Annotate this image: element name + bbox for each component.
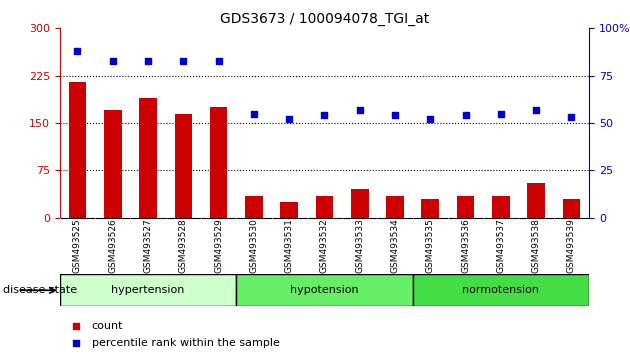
- Bar: [236, 274, 413, 306]
- Point: [390, 113, 400, 118]
- Text: GSM493533: GSM493533: [355, 218, 364, 273]
- Point: [355, 107, 365, 113]
- Text: GSM493534: GSM493534: [391, 218, 399, 273]
- Title: GDS3673 / 100094078_TGI_at: GDS3673 / 100094078_TGI_at: [220, 12, 429, 26]
- Text: GSM493525: GSM493525: [73, 218, 82, 273]
- Text: hypotension: hypotension: [290, 285, 358, 295]
- Point: [178, 58, 188, 63]
- Text: GSM493537: GSM493537: [496, 218, 505, 273]
- Point: [464, 105, 474, 110]
- Bar: [245, 196, 263, 218]
- Bar: [351, 189, 369, 218]
- Bar: [563, 199, 580, 218]
- Bar: [386, 196, 404, 218]
- Text: GSM493529: GSM493529: [214, 218, 223, 273]
- Text: GSM493538: GSM493538: [532, 218, 541, 273]
- Point: [249, 111, 259, 116]
- Text: GSM493526: GSM493526: [108, 218, 117, 273]
- Bar: [457, 196, 474, 218]
- Bar: [69, 82, 86, 218]
- Bar: [139, 98, 157, 218]
- Point: [461, 113, 471, 118]
- Bar: [175, 114, 192, 218]
- Point: [72, 48, 83, 54]
- Text: GSM493530: GSM493530: [249, 218, 258, 273]
- Text: disease state: disease state: [3, 285, 77, 295]
- Bar: [413, 274, 589, 306]
- Bar: [280, 202, 298, 218]
- Bar: [316, 196, 333, 218]
- Bar: [492, 196, 510, 218]
- Text: GSM493531: GSM493531: [285, 218, 294, 273]
- Text: percentile rank within the sample: percentile rank within the sample: [91, 338, 280, 348]
- Text: GSM493527: GSM493527: [144, 218, 152, 273]
- Text: hypertension: hypertension: [112, 285, 185, 295]
- Bar: [104, 110, 122, 218]
- Point: [108, 58, 118, 63]
- Text: count: count: [91, 321, 123, 331]
- Text: GSM493539: GSM493539: [567, 218, 576, 273]
- Point: [319, 113, 329, 118]
- Text: GSM493535: GSM493535: [426, 218, 435, 273]
- Point: [214, 58, 224, 63]
- Point: [531, 107, 541, 113]
- Bar: [527, 183, 545, 218]
- Text: normotension: normotension: [462, 285, 539, 295]
- Bar: [60, 274, 236, 306]
- Point: [496, 111, 506, 116]
- Bar: [210, 107, 227, 218]
- Text: GSM493536: GSM493536: [461, 218, 470, 273]
- Point: [284, 116, 294, 122]
- Point: [566, 114, 576, 120]
- Point: [425, 116, 435, 122]
- Text: GSM493528: GSM493528: [179, 218, 188, 273]
- Text: GSM493532: GSM493532: [320, 218, 329, 273]
- Bar: [421, 199, 439, 218]
- Point: [143, 58, 153, 63]
- Point: [464, 266, 474, 271]
